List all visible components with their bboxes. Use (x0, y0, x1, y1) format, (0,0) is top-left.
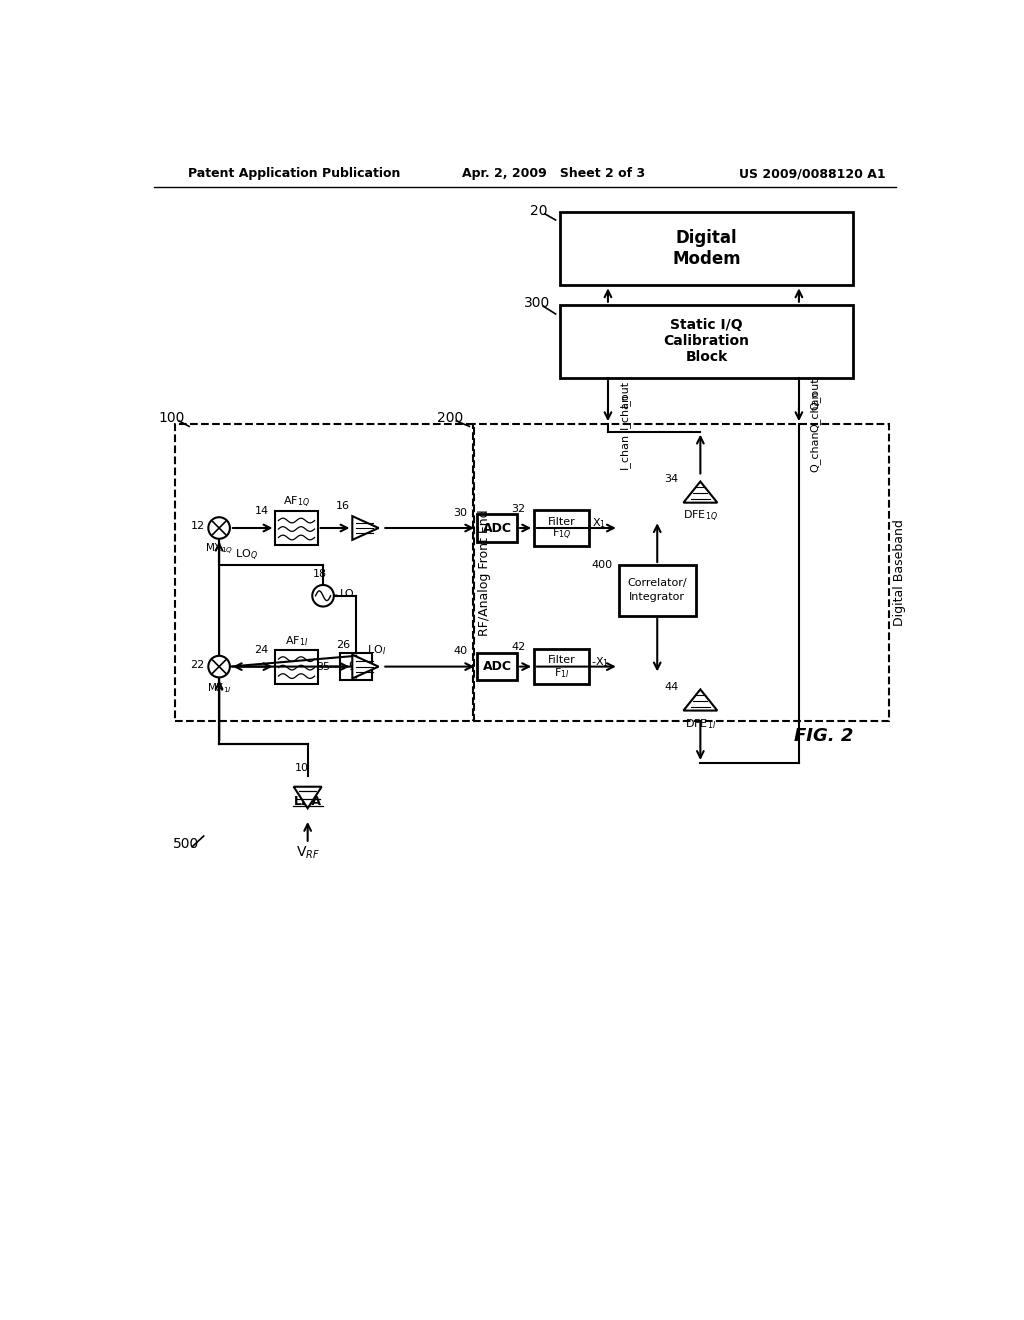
Text: 90: 90 (348, 660, 365, 673)
Text: 20: 20 (529, 203, 548, 218)
Text: 300: 300 (524, 296, 550, 310)
Circle shape (208, 517, 230, 539)
Bar (473, 424, 889, 721)
Circle shape (208, 656, 230, 677)
Bar (275, 649, 317, 684)
Text: 22: 22 (190, 660, 205, 671)
Text: Integrator: Integrator (629, 591, 685, 602)
Text: Filter: Filter (548, 656, 575, 665)
Text: 12: 12 (190, 521, 205, 532)
Text: I_chan: I_chan (618, 433, 630, 469)
Bar (560, 213, 853, 285)
Text: 10: 10 (295, 763, 308, 774)
Text: RF/Analog Front End: RF/Analog Front End (478, 510, 492, 636)
Bar (477, 515, 517, 543)
Text: I_out: I_out (618, 380, 630, 407)
Text: 18: 18 (313, 569, 327, 579)
Circle shape (312, 585, 334, 607)
Text: Digital
Modem: Digital Modem (672, 230, 740, 268)
Text: Digital Baseband: Digital Baseband (893, 519, 906, 626)
Text: LO$_Q$: LO$_Q$ (234, 548, 257, 564)
Text: ADC: ADC (482, 521, 512, 535)
Text: 100: 100 (158, 411, 184, 425)
Text: Q_chan: Q_chan (810, 391, 820, 432)
Text: Patent Application Publication: Patent Application Publication (188, 168, 400, 181)
Text: Q_chan: Q_chan (810, 430, 820, 471)
Text: 32: 32 (512, 504, 525, 513)
Text: Apr. 2, 2009   Sheet 2 of 3: Apr. 2, 2009 Sheet 2 of 3 (462, 168, 645, 181)
Text: DFE$_{1I}$: DFE$_{1I}$ (685, 718, 716, 731)
Bar (477, 653, 517, 681)
Text: MX$_{1Q}$: MX$_{1Q}$ (205, 543, 233, 557)
Text: US 2009/0088120 A1: US 2009/0088120 A1 (738, 168, 885, 181)
Text: Q_out: Q_out (810, 378, 820, 409)
Bar (175, 424, 474, 721)
Text: 200: 200 (437, 411, 463, 425)
Text: 14: 14 (254, 506, 268, 516)
Text: Correlator/: Correlator/ (628, 578, 687, 587)
Text: 30: 30 (453, 508, 467, 517)
Bar (535, 511, 590, 545)
Text: LNA: LNA (294, 795, 322, 808)
Polygon shape (294, 787, 322, 808)
Text: I_chan: I_chan (618, 393, 630, 429)
Bar (535, 649, 590, 684)
Text: Static I/Q
Calibration
Block: Static I/Q Calibration Block (664, 318, 750, 364)
Text: 24: 24 (254, 644, 268, 655)
Text: 26: 26 (336, 640, 350, 649)
Bar (560, 305, 853, 378)
Text: AF$_{1I}$: AF$_{1I}$ (285, 635, 307, 648)
Text: 16: 16 (336, 502, 350, 511)
Text: F$_{1I}$: F$_{1I}$ (554, 667, 569, 680)
Bar (618, 565, 695, 615)
Text: 500: 500 (173, 837, 199, 850)
Text: X$_1$: X$_1$ (592, 516, 606, 531)
Text: 44: 44 (664, 682, 678, 693)
Text: ADC: ADC (482, 660, 512, 673)
Text: 400: 400 (591, 560, 612, 570)
Text: -X$_1$: -X$_1$ (591, 655, 609, 669)
Polygon shape (352, 655, 379, 678)
Text: 40: 40 (453, 647, 467, 656)
Bar (275, 511, 317, 545)
Text: 34: 34 (664, 474, 678, 484)
Text: V$_{RF}$: V$_{RF}$ (296, 845, 319, 861)
Text: MX$_{1I}$: MX$_{1I}$ (207, 681, 231, 696)
Text: FIG. 2: FIG. 2 (794, 727, 853, 744)
Polygon shape (352, 516, 379, 540)
Bar (340, 653, 373, 681)
Text: 42: 42 (512, 643, 525, 652)
Text: LO$_I$: LO$_I$ (367, 643, 386, 656)
Text: DFE$_{1Q}$: DFE$_{1Q}$ (683, 510, 718, 524)
Text: LO: LO (340, 589, 354, 599)
Text: 35: 35 (316, 661, 330, 672)
Text: F$_{1Q}$: F$_{1Q}$ (552, 528, 571, 543)
Text: AF$_{1Q}$: AF$_{1Q}$ (283, 495, 309, 510)
Text: Filter: Filter (548, 517, 575, 527)
Polygon shape (683, 482, 717, 503)
Polygon shape (683, 689, 717, 710)
